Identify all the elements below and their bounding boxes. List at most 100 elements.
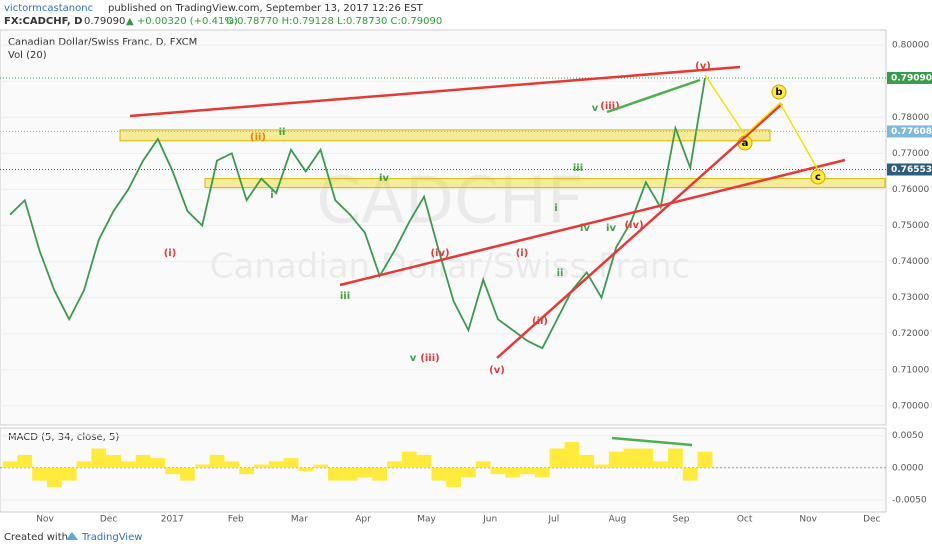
- wave-label: iv: [379, 173, 389, 184]
- macd-bar: [387, 461, 402, 468]
- macd-bar: [594, 464, 609, 468]
- macd-bar: [283, 458, 299, 468]
- wave-label: (v): [489, 365, 505, 376]
- divergence-line: [611, 436, 693, 447]
- macd-bar: [372, 467, 388, 481]
- x-tick-label: Feb: [228, 515, 244, 525]
- created-with: Created with: [4, 532, 68, 543]
- y-tick-label: 0.77000: [892, 149, 929, 159]
- y-tick-label: 0.80000: [892, 41, 929, 51]
- macd-bar: [135, 454, 151, 468]
- macd-bar: [668, 448, 683, 468]
- macd-bar: [106, 454, 121, 468]
- x-tick-label: May: [417, 515, 436, 525]
- y-tick-label: -0.0050: [892, 495, 927, 505]
- wave-label: (ii): [250, 132, 266, 143]
- macd-bar: [579, 454, 595, 468]
- x-tick-label: Sep: [673, 515, 690, 525]
- x-tick-label: Mar: [291, 515, 308, 525]
- macd-bar: [268, 461, 284, 468]
- wave-label: i: [554, 203, 557, 214]
- macd-bar: [549, 448, 565, 468]
- wave-label: i: [270, 190, 273, 201]
- change: ▲ +0.00320 (+0.41%): [126, 16, 238, 27]
- drawings: [129, 65, 846, 447]
- macd-bar: [564, 442, 580, 468]
- y-tick-label: 0.73000: [892, 293, 929, 303]
- trend-line: [129, 65, 741, 118]
- y-tick-label: 0.78000: [892, 113, 929, 123]
- y-tick-label: 0.72000: [892, 329, 929, 339]
- macd-bar: [505, 467, 521, 478]
- macd-bar: [357, 467, 373, 478]
- y-tick-label: 0.0000: [892, 463, 924, 473]
- y-tick-label: 0.75000: [892, 221, 929, 231]
- macd-bar: [120, 461, 136, 468]
- macd-bar: [461, 467, 476, 478]
- x-tick-label: Jun: [482, 515, 497, 525]
- divergence-line: [606, 78, 701, 114]
- wave-label: iv: [580, 223, 590, 234]
- wave-label: v: [592, 103, 599, 114]
- x-tick-label: Apr: [355, 515, 371, 525]
- macd-bar: [224, 461, 240, 468]
- price-marker-label: 0.77608: [891, 127, 932, 137]
- y-tick-label: 0.76000: [892, 185, 929, 195]
- macd-bar: [416, 454, 432, 468]
- author[interactable]: victormcastanonc: [4, 3, 93, 14]
- macd-bar: [180, 467, 195, 481]
- x-tick-label: Dec: [863, 515, 880, 525]
- wave-label: (y): [695, 61, 711, 72]
- y-tick-label: 0.74000: [892, 257, 929, 267]
- x-tick-label: Dec: [100, 515, 117, 525]
- wave-label: (i): [516, 248, 529, 259]
- wave-label: (iii): [600, 101, 619, 112]
- macd-bar: [46, 467, 62, 487]
- macd-bar: [91, 448, 107, 468]
- macd-bar: [342, 467, 358, 481]
- macd-bar: [431, 467, 447, 481]
- projection: [704, 74, 819, 171]
- macd-bar: [475, 461, 491, 468]
- macd-bar: [623, 448, 639, 468]
- wave-label: iv: [606, 223, 616, 234]
- symbol: FX:CADCHF, D: [4, 16, 82, 27]
- plot: 0.70000 0.71000 0.72000 0.73000 0.74000 0.750…: [0, 41, 932, 525]
- wave-label: a: [742, 138, 749, 149]
- wave-label: iii: [573, 163, 583, 174]
- wave-label: ii: [557, 268, 564, 279]
- x-tick-label: Aug: [609, 515, 627, 525]
- price-marker: [887, 125, 932, 138]
- macd-bar: [2, 461, 18, 468]
- macd-bar: [76, 461, 92, 468]
- pane-title: Canadian Dollar/Swiss Franc, D, FXCM: [8, 37, 197, 48]
- wave-circle: [771, 84, 787, 100]
- macd-bar: [682, 467, 698, 481]
- trend-line: [496, 103, 783, 359]
- macd-bar: [32, 467, 47, 481]
- brand[interactable]: TradingView: [81, 532, 142, 543]
- x-tick-label: Nov: [799, 515, 817, 525]
- wave-label: (i): [164, 248, 177, 259]
- macd-bar: [150, 458, 166, 468]
- y-tick-label: 0.71000: [892, 365, 929, 375]
- wave-label: (iv): [430, 248, 449, 259]
- macd-bar: [17, 454, 33, 468]
- x-tick-label: Jul: [547, 515, 559, 525]
- wave-label: b: [775, 87, 782, 98]
- x-tick-label: Nov: [36, 515, 54, 525]
- x-tick-label: 2017: [161, 515, 184, 525]
- macd-bar: [298, 467, 314, 471]
- wave-label: c: [815, 172, 821, 183]
- zone: [204, 178, 886, 189]
- macd-bar: [638, 448, 654, 468]
- macd-bar: [194, 464, 210, 468]
- price-marker: [887, 163, 932, 176]
- price-pane: [0, 29, 887, 426]
- watermark: CADCHF: [316, 165, 583, 239]
- macd-bar: [61, 467, 77, 481]
- y-tick-label: 0.70000: [892, 401, 929, 411]
- macd-bar: [313, 464, 328, 468]
- price-marker-label: 0.79090: [891, 73, 932, 83]
